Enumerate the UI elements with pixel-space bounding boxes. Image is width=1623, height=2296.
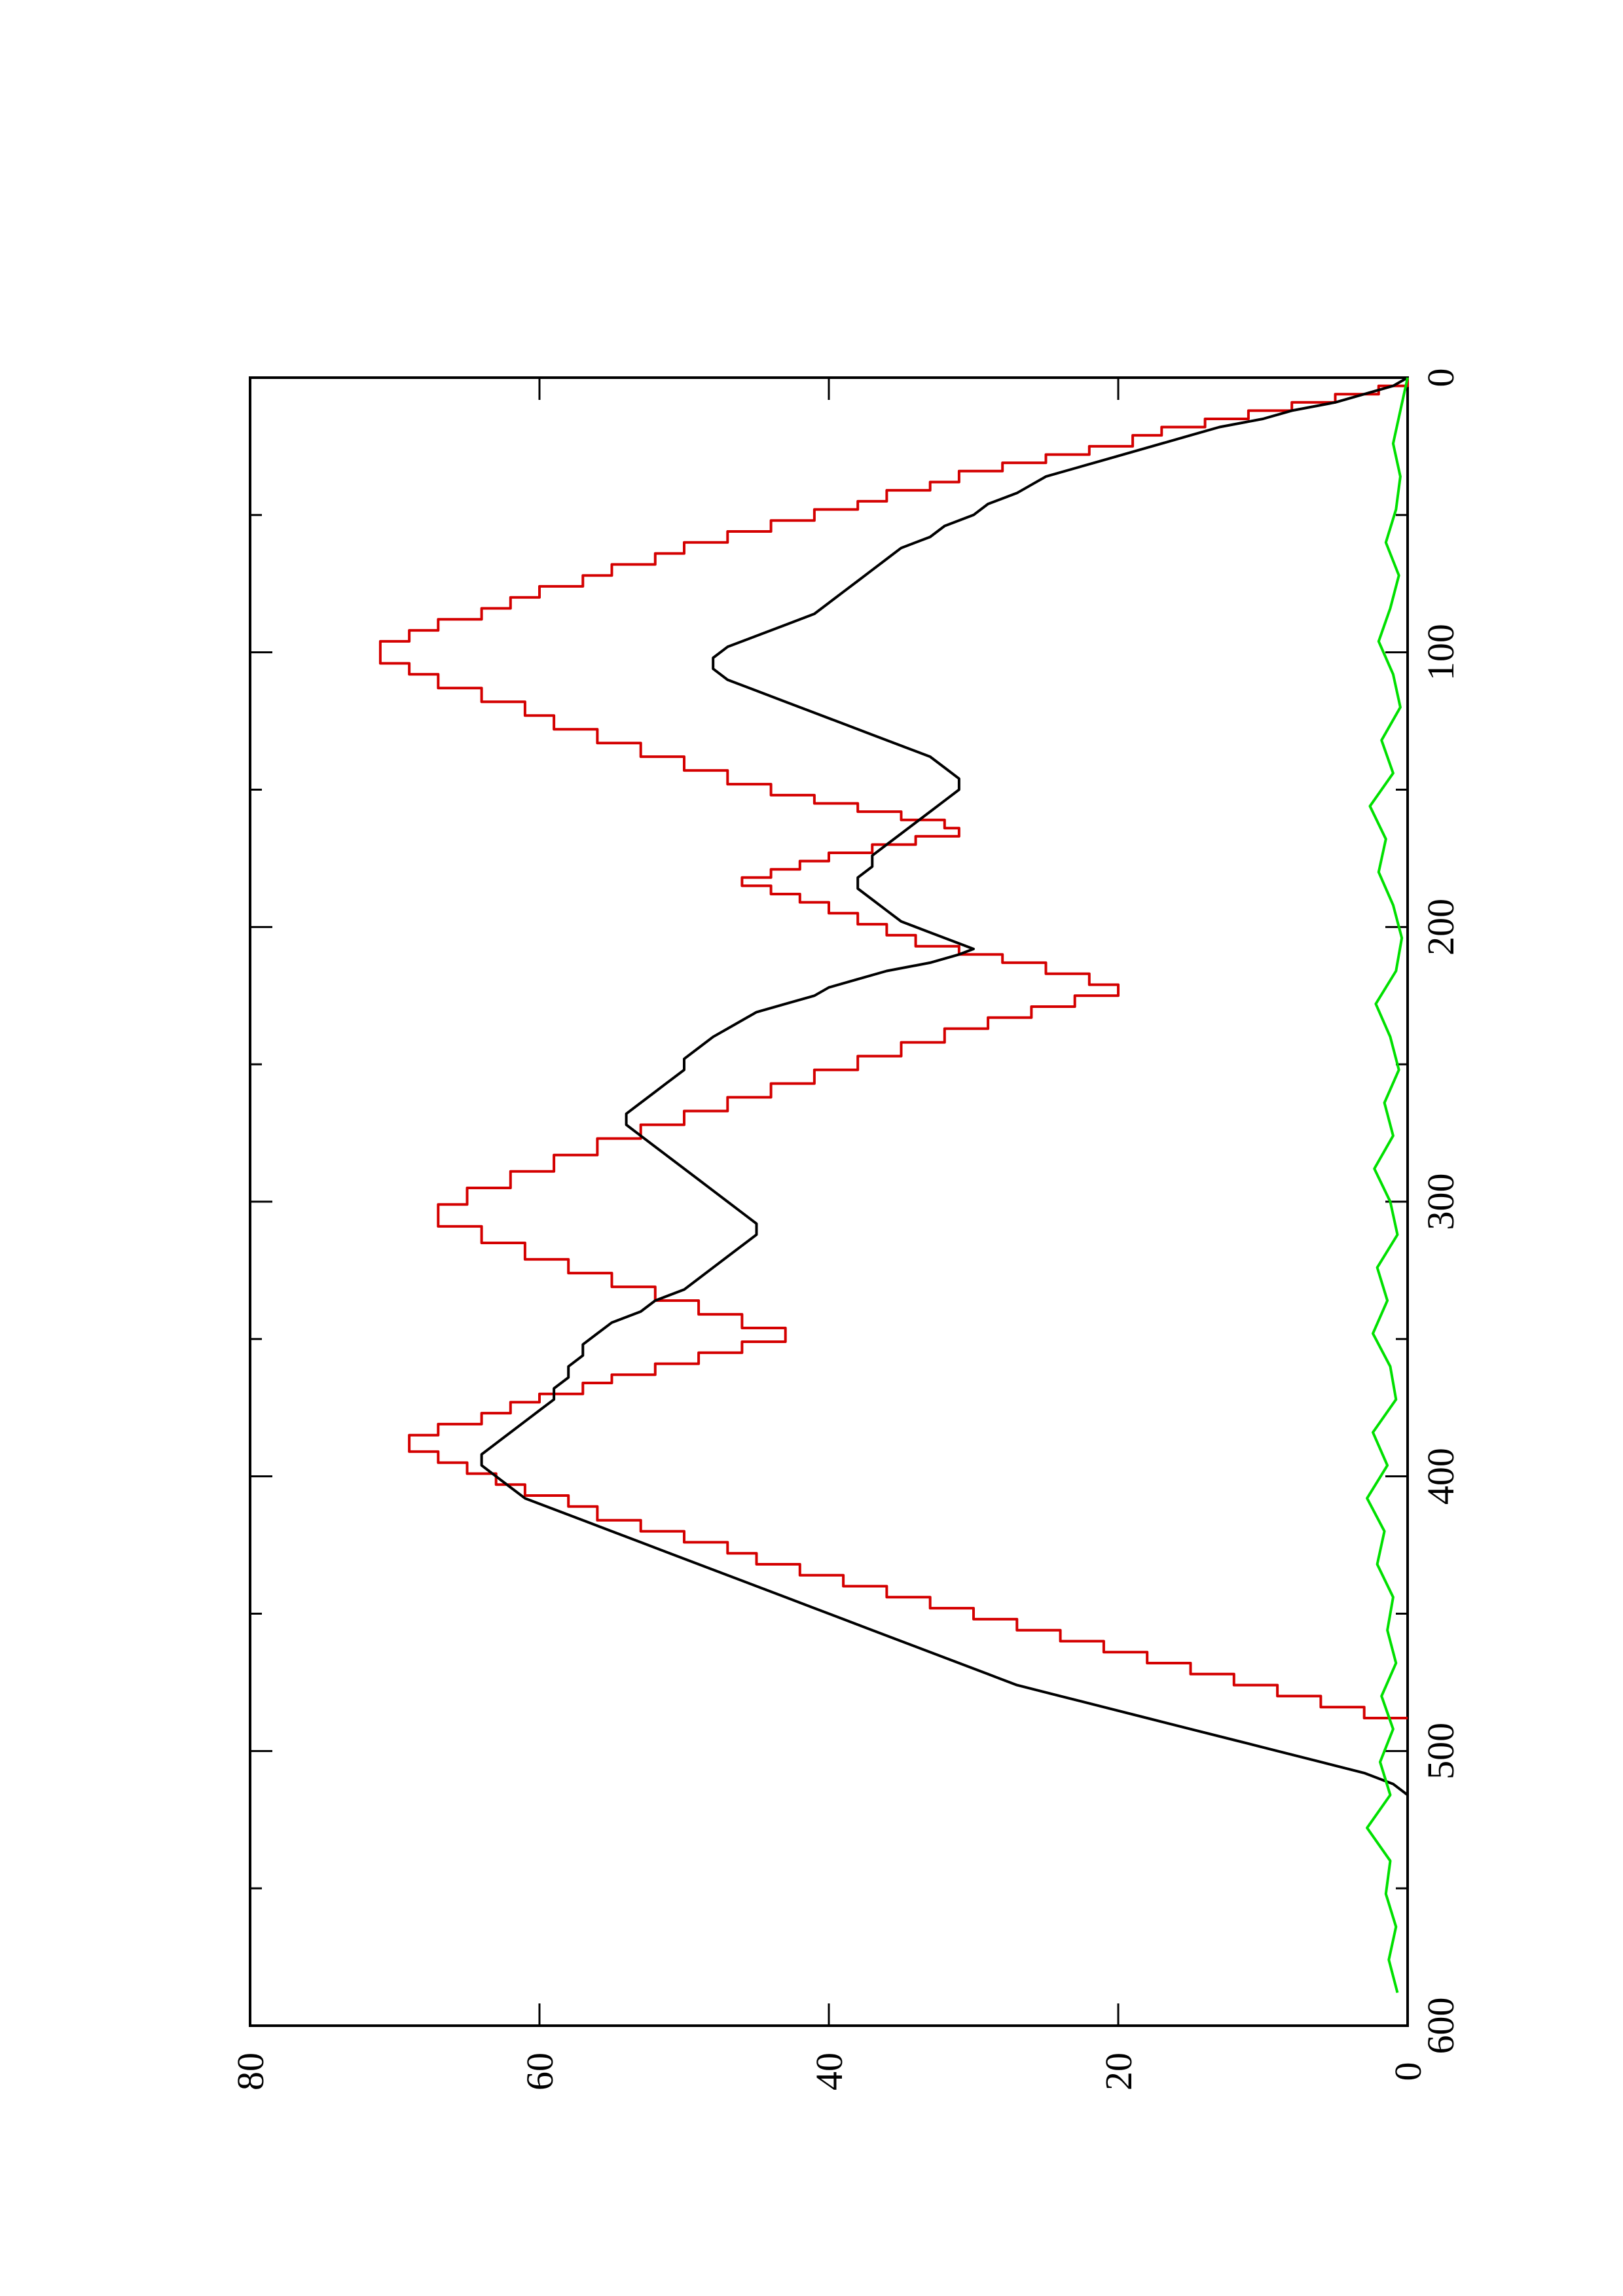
x-axis: 0 100 200 300 400 500 600 [250,368,1462,2054]
y-axis: 0 20 40 60 80 [229,378,1429,2090]
y-tick-label: 60 [519,2053,561,2090]
x-tick-label: 400 [1419,1448,1462,1505]
series-line-3 [1366,377,1409,1994]
x-tick-label: 0 [1419,368,1462,387]
series-line-2 [480,376,1409,1797]
y-tick-label: 20 [1097,2053,1140,2090]
series-group [378,376,1409,1994]
x-tick-label: 600 [1419,1998,1462,2054]
series-line-1 [378,378,1409,1719]
y-tick-label: 80 [229,2053,272,2090]
x-tick-label: 500 [1419,1723,1462,1780]
y-tick-label: 40 [808,2053,850,2090]
plot-area: 0 100 200 300 400 500 600 0 20 40 60 80 [229,368,1462,2091]
y-tick-label: 0 [1387,2062,1429,2081]
x-tick-label: 300 [1419,1174,1462,1230]
x-tick-label: 100 [1419,624,1462,681]
plot-frame [249,376,1409,2027]
x-tick-label: 200 [1419,899,1462,956]
